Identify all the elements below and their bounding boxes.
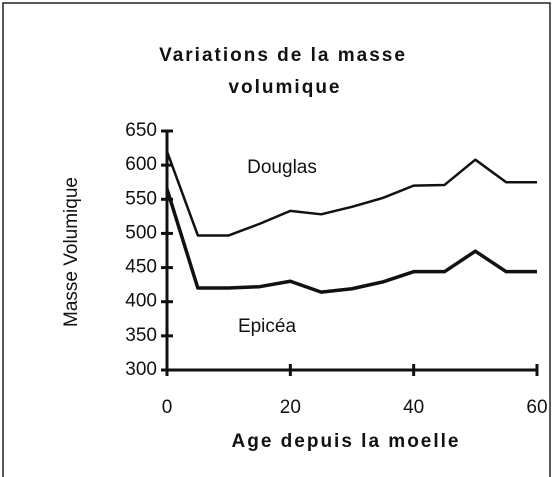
x-tick-label: 0 <box>162 397 173 418</box>
x-tick-label: 40 <box>403 397 424 418</box>
x-tick-label: 20 <box>280 397 301 418</box>
x-tick-label: 60 <box>526 397 547 418</box>
line-series <box>165 188 537 294</box>
series-label: Epicéa <box>238 316 297 337</box>
y-tick-label: 350 <box>125 325 157 346</box>
chart-title: volumique <box>228 77 341 98</box>
y-tick-label: 500 <box>125 222 157 243</box>
series-label: Douglas <box>247 157 317 178</box>
y-tick-label: 550 <box>125 188 157 209</box>
y-tick-label: 400 <box>125 291 157 312</box>
line-series <box>165 151 537 237</box>
y-tick-label: 300 <box>125 359 157 380</box>
y-axis-label: Masse Volumique <box>61 177 82 327</box>
y-tick-label: 600 <box>125 154 157 175</box>
y-tick-label: 450 <box>125 257 157 278</box>
x-axis-label: Age depuis la moelle <box>232 431 461 452</box>
chart-title: Variations de la masse <box>159 45 407 66</box>
y-tick-label: 650 <box>125 120 157 141</box>
